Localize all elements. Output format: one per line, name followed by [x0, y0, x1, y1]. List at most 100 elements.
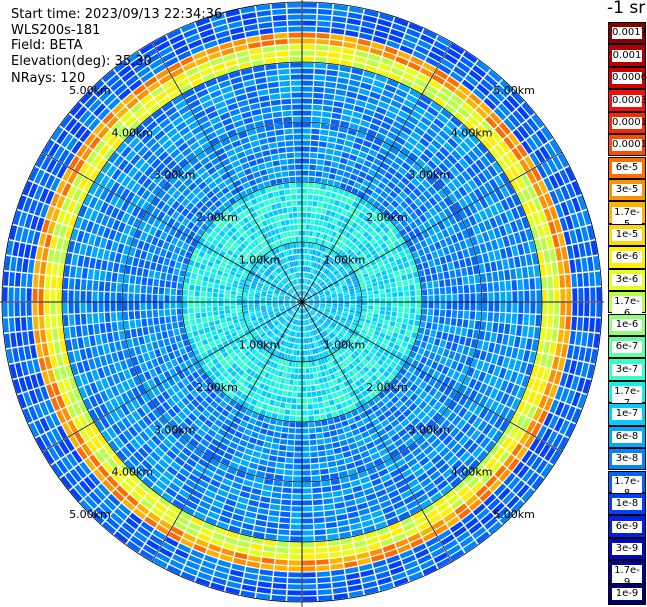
beta-cell — [332, 155, 341, 163]
beta-cell — [364, 322, 370, 328]
beta-cell — [496, 355, 505, 367]
beta-cell — [429, 470, 441, 481]
beta-cell — [344, 342, 351, 349]
beta-cell — [316, 207, 322, 214]
beta-cell — [390, 361, 397, 369]
beta-cell — [362, 193, 371, 201]
beta-cell — [427, 281, 433, 289]
beta-cell — [325, 262, 330, 268]
beta-cell — [409, 374, 418, 383]
beta-cell — [350, 353, 357, 360]
beta-cell — [563, 260, 570, 274]
beta-cell — [517, 125, 530, 139]
beta-cell — [429, 123, 441, 134]
beta-cell — [312, 316, 317, 321]
beta-cell — [519, 159, 530, 173]
beta-cell — [446, 121, 458, 132]
beta-cell — [311, 469, 320, 476]
beta-cell — [490, 261, 497, 272]
beta-cell — [159, 316, 166, 325]
beta-cell — [512, 461, 525, 475]
beta-cell — [543, 250, 551, 263]
beta-cell — [380, 121, 392, 131]
beta-cell — [433, 40, 449, 52]
beta-cell — [516, 267, 523, 279]
beta-cell — [398, 296, 404, 302]
beta-cell — [351, 67, 364, 76]
beta-cell — [375, 246, 382, 253]
beta-cell — [304, 320, 307, 326]
beta-cell — [446, 294, 452, 302]
beta-cell — [322, 275, 327, 281]
beta-cell — [487, 93, 501, 106]
beta-cell — [461, 327, 468, 337]
beta-cell — [439, 447, 450, 458]
beta-cell — [532, 183, 543, 197]
beta-cell — [453, 242, 462, 252]
beta-cell — [390, 248, 398, 256]
beta-cell — [358, 88, 370, 96]
beta-cell — [494, 447, 505, 460]
beta-cell — [308, 427, 316, 434]
beta-cell — [469, 93, 482, 105]
beta-cell — [418, 194, 428, 204]
beta-cell — [470, 256, 478, 266]
beta-cell — [368, 305, 374, 310]
beta-cell — [320, 129, 329, 136]
beta-cell — [307, 273, 310, 279]
beta-cell — [319, 340, 324, 346]
beta-cell — [438, 200, 448, 210]
beta-cell — [170, 288, 177, 296]
beta-cell — [307, 188, 314, 194]
beta-cell — [495, 506, 509, 520]
beta-cell — [306, 218, 311, 224]
beta-cell — [459, 124, 471, 136]
beta-cell — [366, 441, 375, 450]
beta-cell — [341, 401, 348, 408]
beta-cell — [396, 381, 404, 390]
beta-cell — [435, 151, 446, 162]
beta-cell — [74, 290, 80, 302]
beta-cell — [328, 381, 334, 387]
beta-cell — [531, 114, 544, 129]
beta-cell — [344, 302, 350, 305]
beta-cell — [310, 318, 314, 323]
beta-cell — [463, 218, 472, 229]
beta-cell — [484, 194, 494, 206]
beta-cell — [312, 291, 317, 296]
beta-cell — [332, 359, 338, 366]
beta-cell — [482, 252, 490, 263]
beta-cell — [373, 112, 385, 121]
beta-cell — [423, 148, 434, 159]
beta-cell — [456, 174, 467, 185]
beta-cell — [451, 443, 462, 454]
beta-cell — [340, 260, 347, 266]
beta-cell — [324, 437, 332, 444]
beta-cell — [412, 432, 422, 442]
beta-cell — [330, 563, 344, 570]
beta-cell — [282, 487, 292, 494]
beta-cell — [409, 284, 415, 291]
beta-cell — [423, 349, 431, 358]
beta-cell — [499, 312, 506, 323]
beta-cell — [521, 216, 530, 229]
beta-cell — [489, 178, 499, 191]
beta-cell — [329, 314, 335, 318]
beta-cell — [362, 223, 370, 231]
beta-cell — [371, 41, 385, 51]
beta-cell — [335, 357, 341, 364]
beta-cell — [339, 65, 352, 73]
beta-cell — [559, 169, 570, 184]
beta-cell — [365, 355, 372, 362]
beta-cell — [370, 452, 381, 461]
beta-cell — [443, 81, 457, 93]
beta-cell — [381, 396, 390, 404]
beta-cell — [331, 484, 342, 491]
beta-cell — [393, 343, 400, 351]
beta-cell — [290, 518, 302, 524]
beta-cell — [401, 242, 409, 250]
beta-cell — [468, 191, 478, 203]
beta-cell — [305, 356, 309, 362]
beta-cell — [273, 571, 288, 577]
beta-cell — [38, 302, 44, 316]
